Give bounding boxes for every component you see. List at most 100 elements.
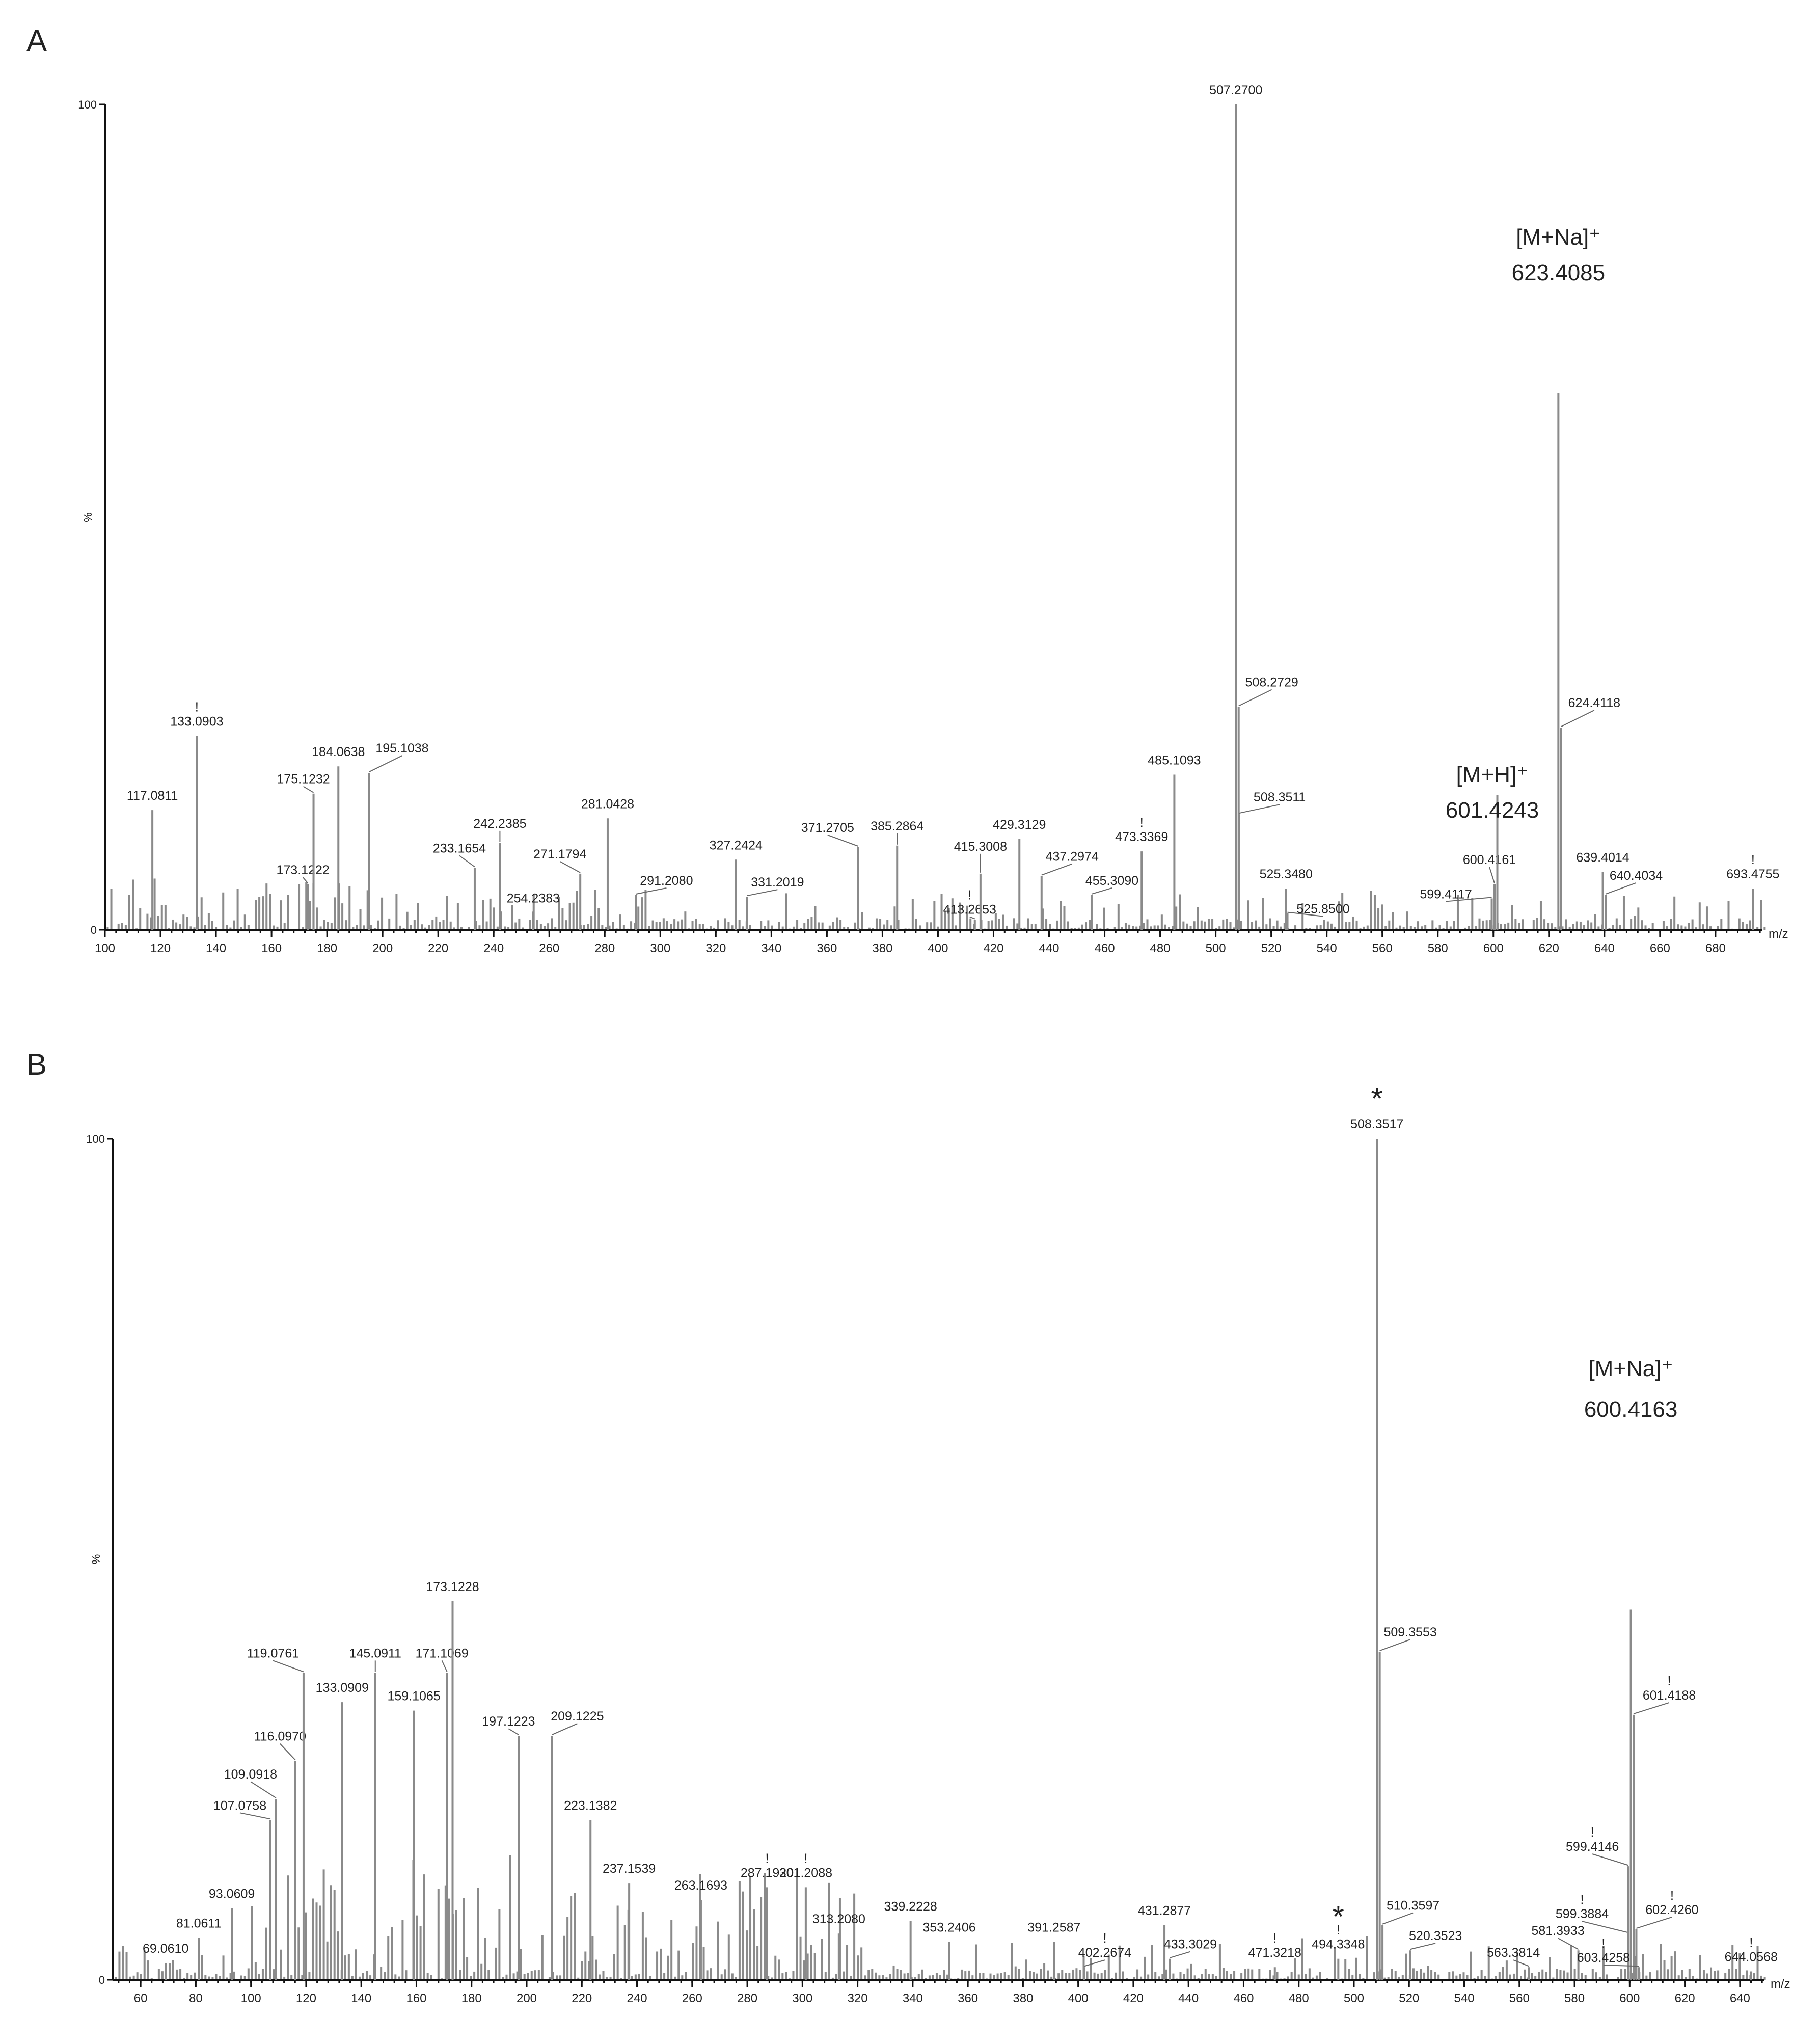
peak-leader (1238, 804, 1280, 814)
peak-label: 471.3218 (1248, 1946, 1301, 1960)
peak-flag: ! (195, 699, 199, 714)
x-tick-label: 640 (1594, 941, 1615, 955)
peak-label: 171.1069 (415, 1646, 468, 1660)
x-tick-label: 320 (705, 941, 726, 955)
peak-label: 281.0428 (581, 797, 634, 811)
peak-leader (1582, 1921, 1628, 1933)
x-tick-label: 220 (572, 1992, 592, 2005)
peak-label: 599.3884 (1556, 1907, 1609, 1921)
peak-label: 601.4188 (1643, 1688, 1696, 1703)
x-tick-label: 300 (792, 1992, 812, 2005)
peak-label: 473.3369 (1115, 830, 1168, 844)
peak-label: 509.3553 (1384, 1625, 1437, 1639)
peak-flag: ! (1103, 1930, 1106, 1946)
peak-label: 223.1382 (564, 1798, 617, 1813)
x-tick-label: 360 (817, 941, 837, 955)
x-tick-label: 640 (1730, 1992, 1750, 2005)
peak-label: 581.3933 (1531, 1924, 1584, 1938)
peak-leader (1091, 887, 1112, 895)
peak-flag: ! (1337, 1922, 1340, 1938)
x-tick-label: 160 (261, 941, 282, 955)
x-tick-label: 120 (296, 1992, 316, 2005)
peak-marker: * (1333, 1900, 1344, 1934)
x-tick-label: 500 (1344, 1992, 1364, 2005)
x-tick-label: 540 (1454, 1992, 1475, 2005)
peak-leader (459, 855, 475, 868)
y-tick-label: 100 (78, 98, 97, 111)
ion-annotation-value: 601.4243 (1446, 798, 1539, 823)
peak-label: 525.3480 (1260, 867, 1313, 881)
peak-label: 233.1654 (433, 842, 486, 856)
peak-label: 494.3348 (1312, 1938, 1365, 1952)
panel-b: B 0 100% 60 80 100 120 140 160 180 200 220 240 260 280… (26, 1047, 1790, 2005)
peak-leader (273, 1660, 304, 1673)
ion-annotation: [M+Na]⁺ (1516, 225, 1600, 250)
y-tick-label: 0 (91, 924, 97, 936)
peak-label: 624.4118 (1568, 696, 1620, 710)
peak-leader (1382, 1912, 1414, 1925)
peak-leader (747, 889, 778, 897)
y-tick-label: 0 (99, 1974, 105, 1986)
x-tick-label: 420 (1123, 1992, 1144, 2005)
x-tick-label: 180 (317, 941, 337, 955)
peak-label: 145.0911 (349, 1646, 401, 1660)
x-tick-label: 580 (1564, 1992, 1585, 2005)
peak-leader (1513, 1959, 1529, 1967)
peak-leader (303, 786, 314, 793)
peak-label: 508.2729 (1245, 676, 1298, 690)
peak-label: 184.0638 (312, 745, 365, 759)
peak-leader (559, 860, 581, 873)
peak-flag: ! (1591, 1824, 1594, 1840)
peak-label: 429.3129 (993, 818, 1046, 832)
x-tick-label: 80 (189, 1992, 203, 2005)
peak-label: 93.0609 (209, 1887, 255, 1901)
x-tick-label: 580 (1428, 941, 1448, 955)
x-tick-label: 140 (351, 1992, 371, 2005)
y-axis-label: % (82, 512, 94, 522)
peak-label: 603.4258 (1577, 1951, 1630, 1965)
peak-flag: ! (1751, 852, 1755, 867)
x-tick-label: 240 (627, 1992, 647, 2005)
peak-label: 402.2674 (1078, 1946, 1131, 1960)
ion-annotation-value: 600.4163 (1584, 1397, 1678, 1422)
peak-label: 508.3511 (1254, 790, 1306, 804)
peak-leader (1041, 863, 1073, 876)
peak-label: 431.2877 (1138, 1904, 1191, 1918)
x-tick-label: 440 (1178, 1992, 1199, 2005)
x-tick-label: 560 (1509, 1992, 1530, 2005)
peak-leader (1489, 867, 1495, 884)
y-tick-label: 100 (86, 1133, 105, 1145)
peak-label: 195.1038 (375, 741, 428, 756)
x-tick-label: 520 (1399, 1992, 1419, 2005)
peak-leader (508, 1728, 519, 1736)
peak-label: 353.2406 (922, 1921, 975, 1935)
peak-leader (1603, 1965, 1639, 1967)
labeled-peaks: 117.0811 133.0903! 173.1222 175.1232 184.063… (127, 83, 1779, 930)
peak-label: 254.2383 (507, 891, 560, 905)
peak-label: 433.3029 (1164, 1938, 1217, 1952)
peak-leader (1592, 1853, 1628, 1866)
peak-flag: ! (1580, 1892, 1584, 1907)
x-tick-label: 440 (1039, 941, 1059, 955)
x-tick-label: 680 (1705, 941, 1726, 955)
peak-label: 313.2080 (812, 1912, 865, 1926)
peak-leader (1605, 882, 1637, 895)
peak-flag: ! (968, 887, 971, 903)
peak-label: 385.2864 (871, 819, 923, 833)
peak-label: 507.2700 (1209, 83, 1262, 97)
peak-flag: ! (1140, 815, 1144, 830)
peak-label: 133.0903 (170, 714, 223, 729)
peak-label: 508.3517 (1350, 1117, 1403, 1132)
x-tick-label: 180 (461, 1992, 482, 2005)
x-axis-label: m/z (1769, 927, 1788, 941)
noise-peaks (106, 878, 1766, 930)
x-tick-label: 600 (1483, 941, 1504, 955)
peak-leader (1446, 897, 1492, 902)
peak-label: 640.4034 (1610, 869, 1663, 883)
x-tick-label: 460 (1095, 941, 1115, 955)
x-tick-label: 320 (848, 1992, 868, 2005)
noise-peaks (115, 1855, 1766, 1980)
peak-label: 455.3090 (1085, 874, 1138, 888)
peak-leader (1238, 689, 1272, 707)
